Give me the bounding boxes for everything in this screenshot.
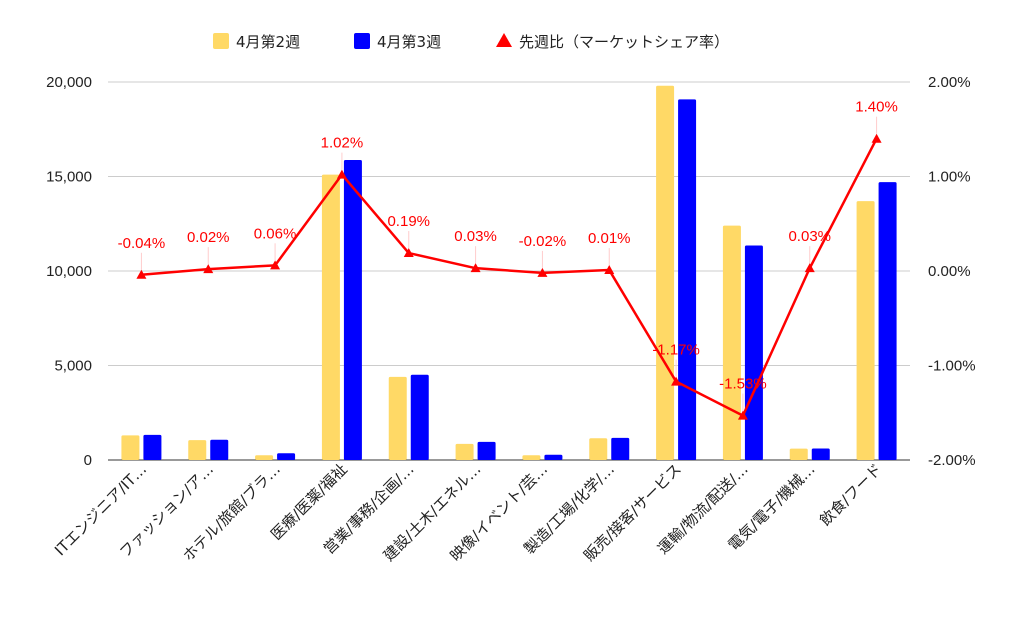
share-change-marker	[403, 248, 414, 258]
right-axis-ticks: -2.00% -1.00% 0.00% 1.00% 2.00%	[928, 74, 976, 469]
share-change-marker	[470, 263, 481, 273]
share-change-marker	[671, 376, 682, 386]
share-change-marker	[737, 410, 748, 420]
left-tick-label: 10,000	[46, 263, 92, 280]
bar-week2	[789, 448, 808, 460]
data-label: 0.03%	[454, 228, 497, 245]
data-label: -0.02%	[519, 233, 567, 250]
data-label: 0.19%	[387, 213, 430, 230]
right-tick-label: -2.00%	[928, 452, 976, 469]
share-change-marker	[537, 267, 548, 277]
right-tick-label: 0.00%	[928, 263, 971, 280]
bar-week3	[277, 453, 296, 460]
data-label: 0.02%	[187, 229, 230, 246]
bar-week2	[856, 201, 875, 460]
share-change-marker	[203, 264, 214, 274]
data-label: 0.03%	[788, 228, 831, 245]
legend-label-week2: 4月第2週	[236, 33, 300, 51]
data-label: -1.17%	[652, 342, 700, 359]
legend-swatch-week3	[354, 33, 370, 49]
bar-week3	[410, 374, 429, 460]
data-label: 1.40%	[855, 99, 898, 116]
share-change-polyline	[141, 138, 878, 417]
share-change-marker	[336, 169, 347, 179]
share-change-marker	[804, 263, 815, 273]
left-axis-ticks: 0 5,000 10,000 15,000 20,000	[46, 74, 92, 469]
share-change-marker	[136, 269, 147, 279]
right-tick-label: 1.00%	[928, 169, 971, 186]
share-change-marker	[871, 133, 882, 143]
bar-week3	[544, 454, 563, 460]
bar-week3	[811, 448, 830, 460]
bar-week3	[477, 441, 496, 460]
bar-week3	[611, 437, 630, 460]
data-label: -1.53%	[719, 376, 767, 393]
share-change-line: -0.04% 0.02% 0.06% 1.02% 0.19% 0.03% -0.02% 0.0…	[118, 99, 898, 420]
bar-week2	[188, 440, 207, 460]
bar-week2	[321, 174, 340, 461]
data-label: -0.04%	[118, 235, 166, 252]
legend-triangle-icon	[496, 33, 512, 47]
left-tick-label: 0	[84, 452, 92, 469]
left-tick-label: 15,000	[46, 169, 92, 186]
legend-swatch-week2	[213, 33, 229, 49]
share-change-marker	[604, 265, 615, 275]
bar-week3	[343, 160, 362, 460]
bar-week2	[255, 455, 274, 460]
left-tick-label: 20,000	[46, 74, 92, 91]
right-tick-label: -1.00%	[928, 358, 976, 375]
legend-label-week3: 4月第3週	[377, 33, 441, 51]
category-labels: ITエンジニア/IT…ファッション/ア…ホテル/旅館/ブラ…医療/医薬/福祉営業…	[51, 460, 885, 565]
data-label: 0.06%	[254, 225, 297, 242]
left-tick-label: 5,000	[54, 358, 92, 375]
bar-week3	[210, 439, 229, 460]
bar-week2	[589, 438, 608, 460]
data-label: 0.01%	[588, 230, 631, 247]
share-change-marker	[270, 260, 281, 270]
bar-week3	[744, 245, 763, 460]
bar-week2	[121, 435, 140, 460]
bar-week2	[388, 376, 407, 460]
category-label: 飲食/フード	[816, 460, 885, 529]
legend-label-share-change: 先週比（マーケットシェア率）	[519, 33, 729, 51]
bar-week2	[455, 443, 474, 460]
bar-week3	[878, 182, 897, 461]
right-tick-label: 2.00%	[928, 74, 971, 91]
bar-week3	[143, 434, 162, 460]
bar-week2	[656, 85, 675, 460]
bars	[121, 85, 897, 461]
bar-week2	[722, 225, 741, 460]
legend: 4月第2週 4月第3週 先週比（マーケットシェア率）	[213, 33, 729, 51]
bar-week3	[678, 99, 697, 460]
data-label: 1.02%	[321, 135, 364, 152]
bar-week2	[522, 455, 541, 460]
